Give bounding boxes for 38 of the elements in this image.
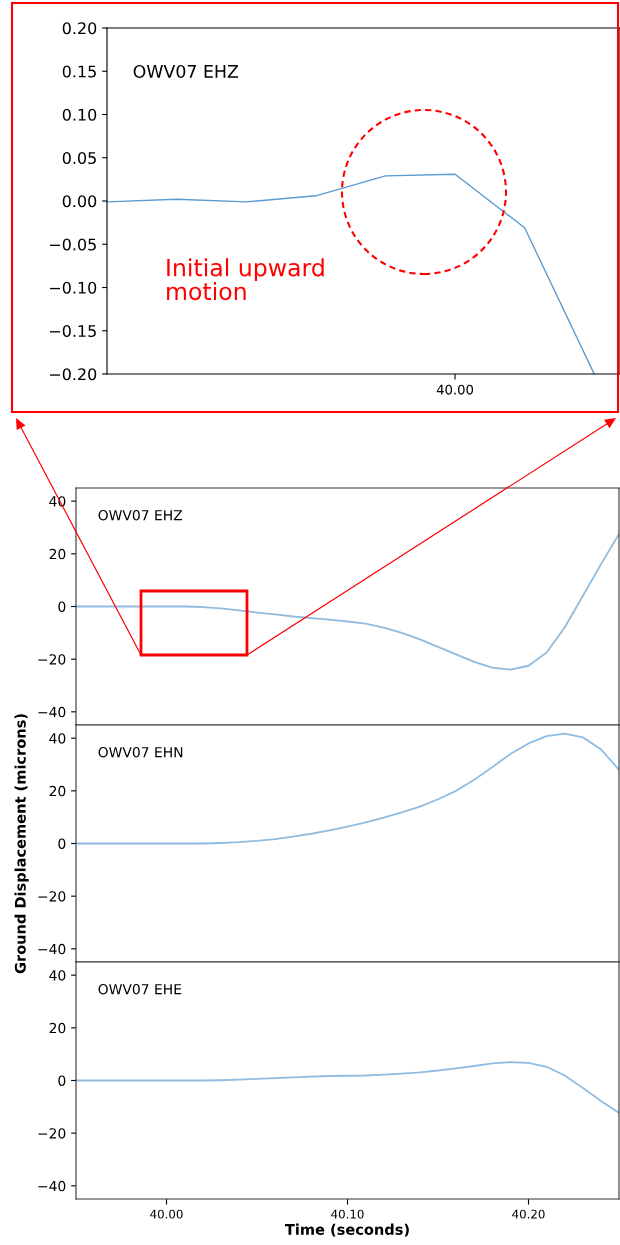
y-tick-label: −40: [38, 706, 66, 718]
y-tick-label: −20: [38, 1128, 66, 1139]
x-tick-label: 40.00: [150, 1209, 183, 1219]
y-tick-label: 0.20: [62, 22, 97, 35]
y-tick-label: 40: [49, 970, 66, 981]
y-tick-label: −0.20: [50, 368, 97, 381]
text: OWV07 EHZ: [98, 509, 183, 521]
y-axis-title: Ground Displacement (microns): [14, 714, 29, 974]
line-series: [107, 173, 595, 374]
text: OWV07 EHN: [98, 746, 183, 758]
y-tick-label: 20: [49, 1022, 66, 1034]
text: OWV07 EHZ: [133, 64, 239, 79]
y-tick-label: 0: [58, 1075, 66, 1086]
x-axis-title: Time (seconds): [284, 1223, 409, 1237]
line-series: [76, 533, 619, 671]
y-tick-label: 0: [58, 838, 66, 849]
y-tick-label: 40: [49, 733, 66, 744]
y-tick-label: −0.05: [50, 238, 96, 251]
line-series: [76, 1061, 619, 1114]
x-tick-label: 40.00: [436, 384, 474, 395]
x-tick-label: 40.20: [512, 1209, 545, 1219]
text: OWV07 EHE: [98, 983, 182, 995]
y-tick-label: 0.05: [62, 151, 96, 165]
y-tick-label: −0.10: [50, 281, 97, 294]
y-tick-label: 0.10: [62, 108, 97, 121]
y-tick-label: −20: [38, 654, 66, 665]
y-tick-label: 20: [49, 785, 66, 797]
y-tick-label: −0.15: [50, 324, 96, 338]
line-series: [76, 732, 619, 845]
y-tick-label: 20: [49, 548, 66, 560]
x-tick-label: 40.10: [331, 1209, 364, 1219]
annotation: Initial upward motion: [167, 258, 324, 301]
y-tick-label: −40: [38, 943, 66, 955]
y-tick-label: −40: [38, 1180, 66, 1192]
y-tick-label: 0.00: [62, 195, 97, 208]
y-tick-label: 0: [58, 601, 66, 612]
y-tick-label: 0.15: [62, 65, 96, 78]
y-tick-label: −20: [38, 891, 66, 902]
